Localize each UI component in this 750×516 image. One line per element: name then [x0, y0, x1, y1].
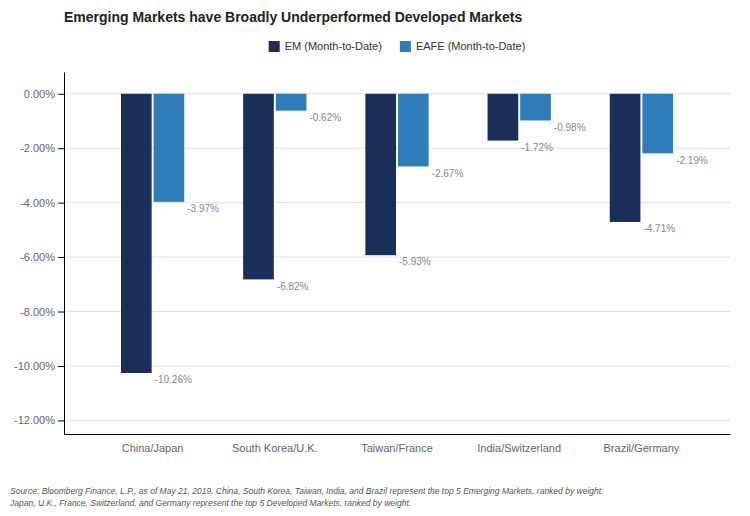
title: Emerging Markets have Broadly Underperfo… [64, 9, 522, 25]
y-tick-label: 0.00% [24, 88, 55, 100]
legend-label: EM (Month-to-Date) [285, 40, 382, 52]
bar [520, 94, 551, 121]
chart: Emerging Markets have Broadly Underperfo… [0, 0, 750, 516]
y-tick: -10.00% [14, 360, 64, 372]
data-label: -5.93% [399, 256, 431, 267]
bar [365, 94, 396, 255]
grid [64, 94, 730, 421]
x-tick: India/Switzerland [477, 442, 561, 454]
data-label: -2.67% [432, 168, 464, 179]
y-tick: -4.00% [20, 197, 64, 209]
y-tick-mark [58, 366, 64, 367]
bar [121, 94, 152, 373]
x-tick: South Korea/U.K. [232, 442, 318, 454]
data-label: -6.82% [277, 281, 309, 292]
bar [610, 94, 641, 222]
footnote-line: Japan, U.K., France, Switzerland, and Ge… [9, 498, 411, 508]
x-tick-label: Brazil/Germany [604, 442, 680, 454]
y-tick-mark [58, 203, 64, 204]
bar [154, 94, 185, 202]
y-tick-mark [58, 420, 64, 421]
grid-line [64, 311, 730, 312]
legend-swatch [269, 41, 280, 52]
legend: EM (Month-to-Date) EAFE (Month-to-Date) [269, 40, 526, 52]
y-tick: -2.00% [20, 142, 64, 154]
y-tick-label: -2.00% [20, 142, 55, 154]
x-tick-label: Taiwan/France [361, 442, 433, 454]
bar [276, 94, 307, 111]
y-tick-label: -10.00% [14, 360, 55, 372]
y-tick: -12.00% [14, 414, 64, 426]
y-tick-mark [58, 94, 64, 95]
data-label: -3.97% [187, 203, 219, 214]
y-tick-label: -4.00% [20, 197, 55, 209]
y-tick: -6.00% [20, 251, 64, 263]
series [154, 94, 673, 202]
grid-line [64, 257, 730, 258]
legend-label: EAFE (Month-to-Date) [416, 40, 525, 52]
bar [398, 94, 429, 167]
y-tick-label: -6.00% [20, 251, 55, 263]
y-tick-label: -12.00% [14, 414, 55, 426]
footnote: Source: Bloomberg Finance, L.P., as of M… [9, 486, 603, 508]
data-labels: -10.26% -6.82% -5.93% -1.72% -4.71% -3.97% -0.… [155, 112, 708, 385]
x-tick: China/Japan [122, 442, 184, 454]
data-label: -2.19% [676, 155, 708, 166]
bars [121, 94, 673, 373]
y-tick: 0.00% [24, 88, 64, 100]
x-axis: China/Japan South Korea/U.K. Taiwan/France… [65, 435, 731, 454]
y-tick: -8.00% [20, 306, 64, 318]
y-tick-mark [58, 257, 64, 258]
grid-line [64, 365, 730, 366]
footnote-line: Source: Bloomberg Finance, L.P., as of M… [10, 486, 603, 496]
bar [642, 94, 673, 154]
grid-line [64, 420, 730, 421]
y-tick-mark [58, 148, 64, 149]
x-tick-label: South Korea/U.K. [232, 442, 318, 454]
bar [243, 94, 274, 280]
legend-item: EM (Month-to-Date) [269, 40, 382, 52]
data-label: -10.26% [155, 374, 192, 385]
y-axis-line [64, 73, 65, 435]
data-label: -1.72% [521, 142, 553, 153]
x-tick-label: India/Switzerland [477, 442, 561, 454]
x-tick: Brazil/Germany [604, 442, 680, 454]
y-tick-label: -8.00% [20, 306, 55, 318]
data-label: -0.98% [554, 122, 586, 133]
legend-item: EAFE (Month-to-Date) [400, 40, 525, 52]
y-axis: 0.00% -2.00% -4.00% -6.00% -8.00% -10.00% -12.… [14, 73, 64, 435]
x-tick: Taiwan/France [361, 442, 433, 454]
y-tick-mark [58, 312, 64, 313]
bar [488, 94, 519, 141]
series [121, 94, 640, 373]
data-label: -0.62% [309, 112, 341, 123]
legend-swatch [400, 41, 411, 52]
data-label: -4.71% [643, 223, 675, 234]
x-axis-line [65, 434, 731, 435]
x-tick-label: China/Japan [122, 442, 184, 454]
